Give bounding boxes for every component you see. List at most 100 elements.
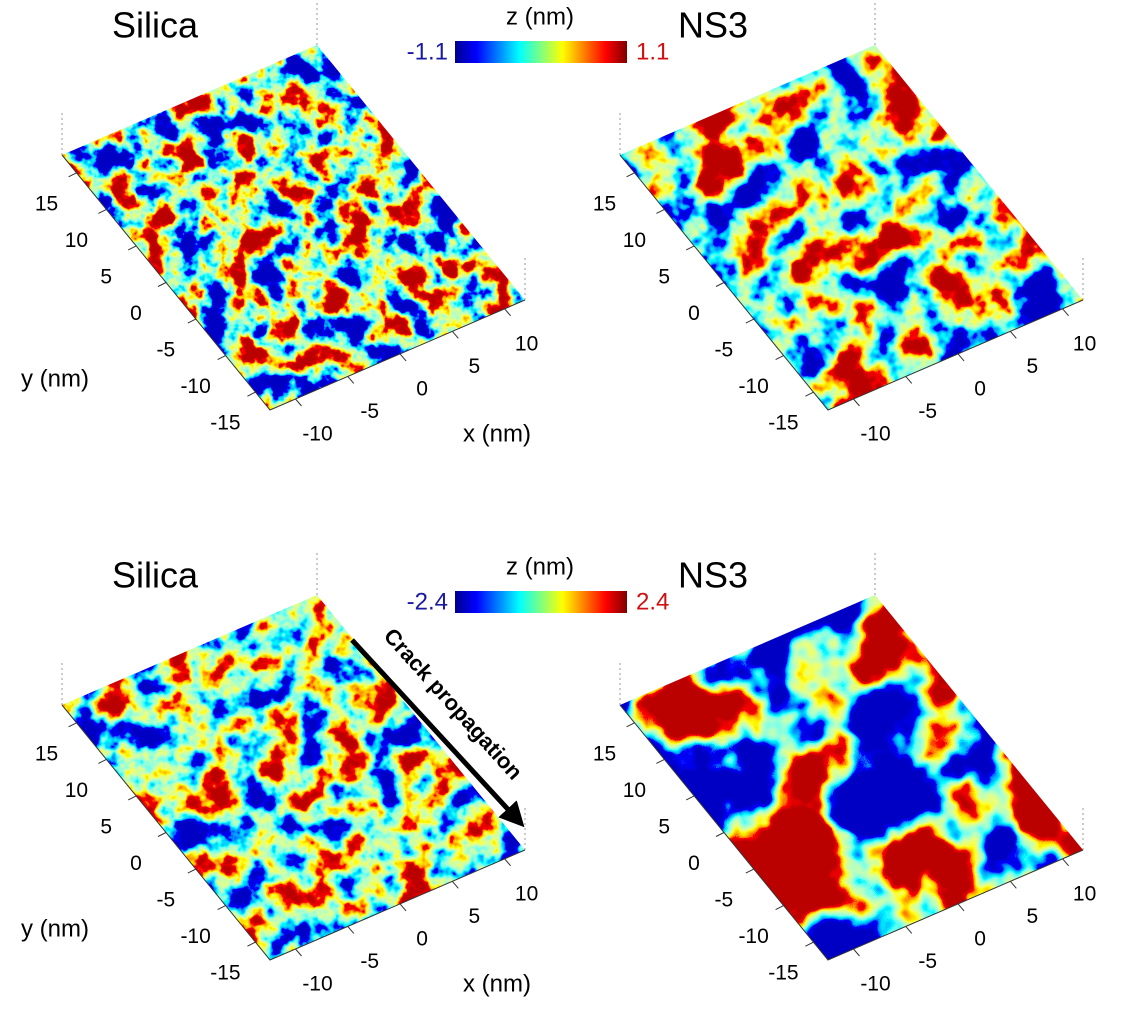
x-tick	[905, 376, 913, 384]
colorbar-min: -2.4	[407, 588, 448, 615]
y-tick-label: 5	[658, 815, 670, 838]
y-tick-label: 0	[688, 302, 700, 325]
y-tick-label: 5	[658, 265, 670, 288]
x-tick	[504, 308, 511, 317]
y-tick	[98, 758, 107, 764]
x-tick-label: 10	[515, 332, 538, 355]
colorbar-gradient	[455, 591, 627, 613]
y-tick-label: 10	[65, 229, 88, 252]
y-tick-label: -15	[210, 412, 240, 435]
x-tick-label: 5	[1026, 355, 1038, 378]
x-axis-label: x (nm)	[463, 970, 531, 997]
x-tick	[399, 903, 407, 912]
y-tick-label: 0	[130, 852, 142, 875]
x-tick-label: -5	[918, 950, 937, 973]
y-tick	[626, 722, 635, 728]
y-tick	[745, 318, 755, 324]
x-tick	[347, 376, 355, 384]
y-tick	[685, 245, 695, 251]
y-tick-label: -10	[180, 375, 210, 398]
y-tick	[98, 208, 107, 214]
y-tick-label: 15	[35, 742, 58, 765]
panel-title: Silica	[112, 5, 199, 46]
y-tick	[805, 941, 814, 947]
y-tick	[217, 355, 226, 361]
x-tick	[1009, 331, 1017, 339]
y-tick	[157, 832, 167, 837]
y-tick-label: 0	[130, 302, 142, 325]
y-axis-label: y (nm)	[21, 365, 89, 392]
y-tick-label: 15	[35, 192, 58, 215]
y-tick-label: 10	[65, 779, 88, 802]
x-tick-label: -5	[360, 400, 379, 423]
axis-edge	[619, 154, 1084, 411]
x-tick	[347, 926, 355, 934]
y-tick-label: 5	[100, 815, 112, 838]
y-tick	[745, 868, 755, 874]
colorbar-max: 1.1	[636, 38, 669, 65]
x-axis-label: x (nm)	[463, 420, 531, 447]
x-tick-label: 5	[468, 905, 480, 928]
y-tick-label: -5	[714, 889, 733, 912]
y-tick	[247, 391, 256, 397]
y-tick-label: 15	[593, 192, 616, 215]
axis-edge	[61, 704, 526, 961]
panel-title: Silica	[112, 555, 199, 596]
x-tick	[853, 948, 860, 957]
panel-title: NS3	[678, 5, 748, 46]
x-tick-label: 5	[1026, 905, 1038, 928]
y-tick-label: -5	[714, 339, 733, 362]
x-tick	[451, 331, 459, 339]
y-tick	[656, 758, 665, 764]
y-tick	[775, 355, 784, 361]
colorbar-label: z (nm)	[506, 553, 574, 580]
x-tick-label: 10	[515, 882, 538, 905]
y-tick	[68, 722, 77, 728]
x-tick	[905, 926, 913, 934]
x-tick	[295, 948, 302, 957]
y-tick-label: 10	[623, 779, 646, 802]
y-tick-label: 15	[593, 742, 616, 765]
x-tick	[1009, 881, 1017, 889]
x-tick-label: 0	[974, 377, 986, 400]
y-tick-label: 10	[623, 229, 646, 252]
x-tick-label: 0	[974, 927, 986, 950]
y-tick-label: -10	[738, 375, 768, 398]
y-tick	[805, 391, 814, 397]
x-tick-label: -5	[360, 950, 379, 973]
colorbar-gradient	[455, 41, 627, 63]
y-tick	[68, 172, 77, 178]
colorbar-max: 2.4	[636, 588, 669, 615]
x-tick	[399, 353, 407, 362]
y-tick	[187, 318, 197, 324]
y-tick	[715, 832, 725, 837]
y-tick	[217, 905, 226, 911]
x-tick	[853, 398, 860, 407]
y-tick	[127, 245, 137, 251]
axis-edge	[619, 704, 1084, 961]
y-tick-label: -10	[180, 925, 210, 948]
y-tick-label: -5	[156, 889, 175, 912]
x-tick	[957, 903, 965, 912]
x-tick	[295, 398, 302, 407]
y-tick-label: -15	[768, 412, 798, 435]
x-tick-label: 10	[1073, 882, 1096, 905]
y-tick-label: -10	[738, 925, 768, 948]
axis-edge	[61, 154, 526, 411]
x-tick-label: -10	[302, 973, 332, 996]
colorbar-label: z (nm)	[506, 3, 574, 30]
crack-arrow	[350, 638, 525, 828]
y-tick	[715, 282, 725, 287]
x-tick	[1062, 308, 1069, 317]
x-tick	[504, 858, 511, 867]
x-tick-label: 5	[468, 355, 480, 378]
y-tick	[127, 795, 137, 801]
y-tick-label: -15	[768, 962, 798, 985]
x-tick	[1062, 858, 1069, 867]
colorbar-min: -1.1	[407, 38, 448, 65]
y-tick	[626, 172, 635, 178]
